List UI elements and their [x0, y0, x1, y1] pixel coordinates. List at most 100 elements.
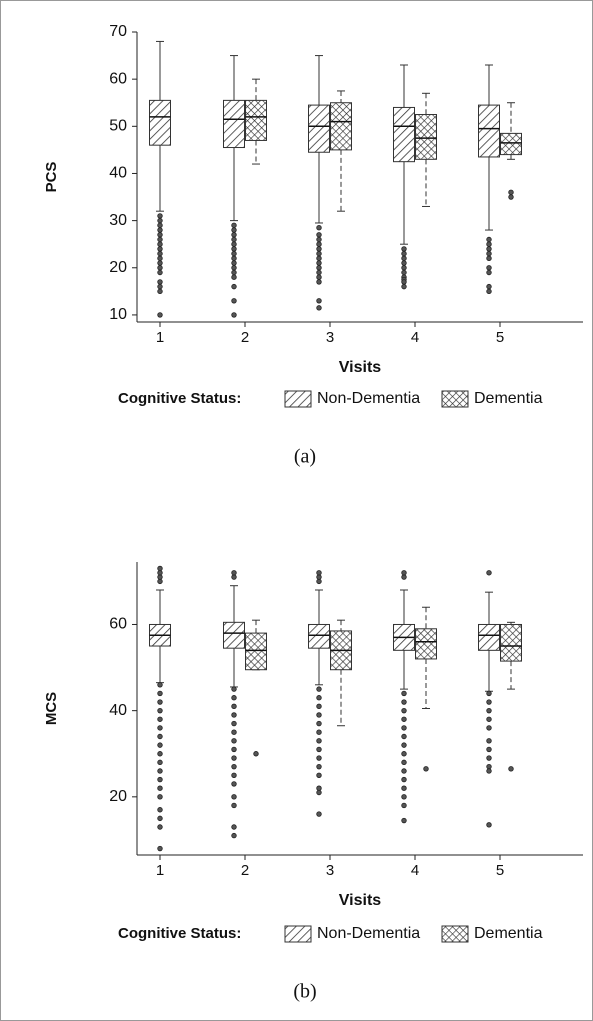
- y-tick-label: 60: [109, 70, 127, 87]
- outlier: [157, 690, 163, 697]
- outlier: [231, 227, 237, 233]
- outlier: [401, 785, 407, 791]
- outlier: [157, 236, 163, 243]
- outlier: [157, 260, 163, 266]
- legend-swatch: [441, 925, 469, 943]
- outlier: [486, 255, 492, 262]
- outlier: [157, 222, 163, 229]
- outlier: [316, 738, 322, 744]
- outlier: [486, 690, 492, 697]
- outlier: [157, 279, 163, 285]
- outlier: [401, 570, 407, 576]
- outlier: [157, 707, 163, 714]
- x-tick-label: 5: [496, 329, 504, 346]
- x-tick-label: 3: [326, 862, 334, 879]
- outlier: [231, 729, 237, 735]
- x-tick-label: 4: [411, 329, 419, 346]
- legend-swatch: [284, 390, 312, 408]
- outlier: [316, 755, 322, 761]
- box: [308, 104, 330, 153]
- legend-swatch: [441, 390, 469, 408]
- outlier: [157, 312, 163, 318]
- outlier: [316, 224, 322, 231]
- outlier: [157, 742, 163, 748]
- box: [330, 102, 352, 151]
- outlier: [157, 699, 163, 705]
- outlier: [508, 766, 514, 772]
- outlier: [316, 265, 322, 271]
- outlier: [401, 794, 407, 800]
- outlier: [401, 690, 407, 697]
- outlier: [316, 236, 322, 243]
- outlier: [401, 802, 407, 809]
- outlier: [486, 746, 492, 753]
- outlier: [231, 824, 237, 830]
- y-tick-label: 20: [109, 259, 127, 276]
- box: [478, 104, 500, 158]
- outlier: [157, 250, 163, 257]
- x-tick-label: 3: [326, 329, 334, 346]
- outlier: [316, 703, 322, 710]
- outlier: [157, 269, 163, 276]
- outlier: [157, 759, 163, 766]
- outlier: [401, 725, 407, 731]
- outlier: [231, 781, 237, 787]
- outlier: [231, 265, 237, 271]
- outlier: [157, 716, 163, 722]
- outlier: [157, 265, 163, 271]
- outlier: [231, 832, 237, 839]
- outlier: [486, 283, 492, 290]
- y-tick-label: 50: [109, 118, 127, 135]
- x-axis-label: Visits: [339, 359, 382, 376]
- box: [478, 623, 500, 651]
- outlier: [231, 283, 237, 290]
- outlier: [231, 274, 237, 280]
- outlier: [508, 189, 514, 196]
- outlier: [486, 738, 492, 744]
- outlier: [316, 298, 322, 304]
- box: [223, 99, 245, 149]
- outlier: [316, 274, 322, 280]
- y-tick-label: 10: [109, 306, 127, 323]
- box: [245, 99, 267, 141]
- outlier: [231, 794, 237, 800]
- legend-title: Cognitive Status:: [118, 390, 241, 407]
- outlier: [157, 815, 163, 822]
- box: [500, 623, 522, 662]
- outlier: [231, 241, 237, 247]
- outlier: [231, 222, 237, 229]
- outlier: [486, 269, 492, 276]
- outlier: [316, 695, 322, 701]
- outlier: [401, 776, 407, 783]
- box: [415, 114, 437, 160]
- outlier: [231, 236, 237, 243]
- outlier: [316, 712, 322, 718]
- outlier: [316, 729, 322, 735]
- legend-label: Dementia: [474, 390, 543, 407]
- outlier: [486, 250, 492, 257]
- outlier: [231, 246, 237, 252]
- y-tick-label: 30: [109, 212, 127, 229]
- outlier: [316, 570, 322, 576]
- outlier: [401, 246, 407, 252]
- outlier: [157, 217, 163, 224]
- outlier: [316, 789, 322, 796]
- outlier: [486, 755, 492, 761]
- y-tick-label: 70: [109, 23, 127, 40]
- caption: (a): [294, 446, 316, 468]
- outlier: [486, 570, 492, 576]
- x-tick-label: 5: [496, 862, 504, 879]
- outlier: [231, 712, 237, 718]
- outlier: [231, 260, 237, 266]
- outlier: [231, 686, 237, 692]
- outlier: [253, 751, 259, 757]
- outlier: [401, 283, 407, 290]
- outlier: [231, 232, 237, 238]
- outlier: [157, 232, 163, 238]
- outlier: [231, 255, 237, 262]
- outlier: [486, 716, 492, 722]
- outlier: [401, 759, 407, 766]
- outlier: [231, 772, 237, 778]
